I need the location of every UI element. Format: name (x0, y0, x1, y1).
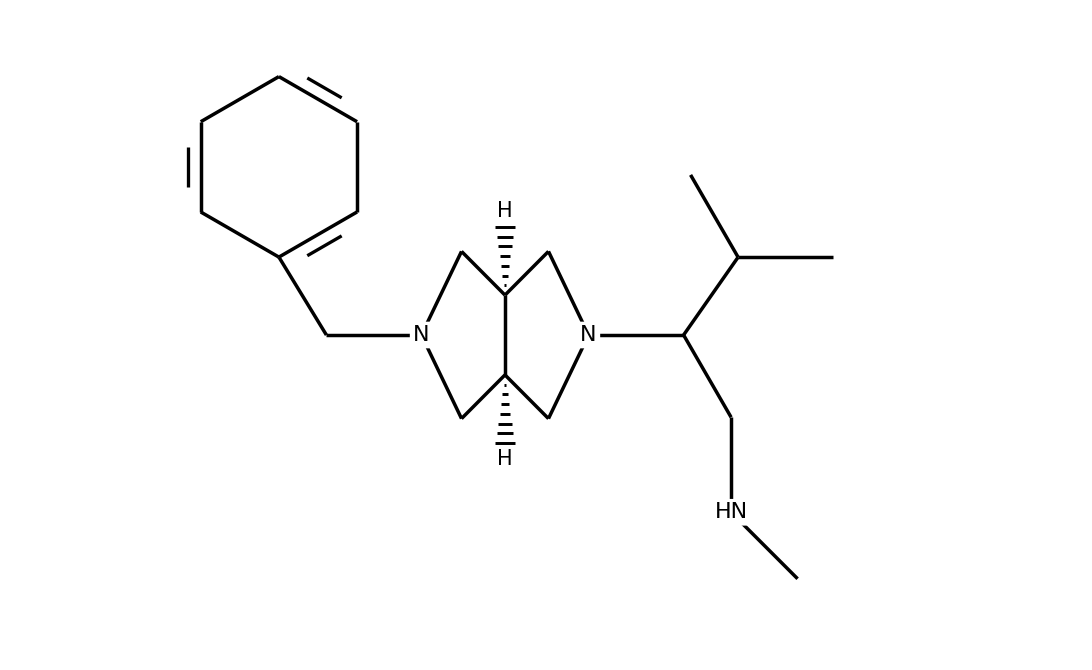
Text: H: H (497, 449, 513, 469)
Text: H: H (497, 201, 513, 221)
Text: N: N (580, 325, 597, 345)
Text: HN: HN (714, 502, 748, 523)
Text: N: N (413, 325, 429, 345)
